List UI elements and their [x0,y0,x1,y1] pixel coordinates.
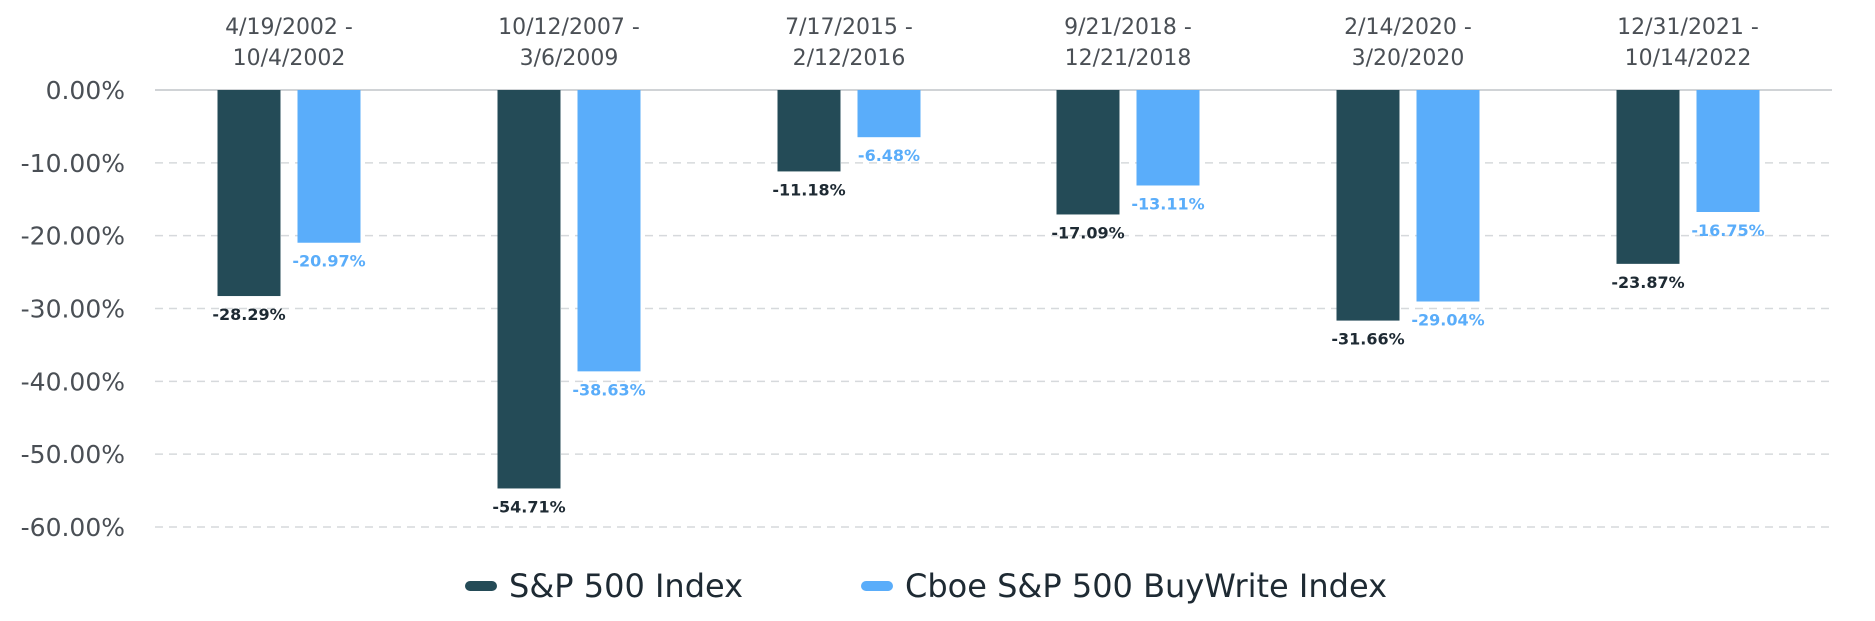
data-label: -23.87% [1611,273,1684,292]
y-tick-label: -30.00% [21,295,125,324]
y-tick-label: -20.00% [21,222,125,251]
data-label: -11.18% [772,180,845,199]
data-label: -54.71% [492,497,565,516]
legend-swatch [465,581,497,591]
category-label: 4/19/2002 - [225,15,353,40]
data-label: -16.75% [1691,221,1764,240]
bar [777,90,841,172]
legend-swatch [861,581,893,591]
bar [297,90,361,243]
bar [1056,90,1120,215]
legend-label: S&P 500 Index [509,567,743,605]
y-tick-label: -60.00% [21,513,125,542]
category-label: 7/17/2015 - [785,15,913,40]
legend-label: Cboe S&P 500 BuyWrite Index [905,567,1387,605]
category-label: 3/20/2020 [1352,46,1465,71]
data-label: -31.66% [1331,330,1404,349]
y-tick-label: -10.00% [21,149,125,178]
data-label: -29.04% [1411,311,1484,330]
category-label: 12/31/2021 - [1617,15,1759,40]
category-label: 2/14/2020 - [1344,15,1472,40]
y-tick-label: -50.00% [21,440,125,469]
data-label: -38.63% [572,380,645,399]
y-tick-label: -40.00% [21,367,125,396]
bar [1336,90,1400,321]
data-label: -6.48% [858,146,920,165]
bar [577,90,641,372]
y-tick-label: 0.00% [46,76,125,105]
category-label: 3/6/2009 [520,46,619,71]
bar [1416,90,1480,302]
data-label: -20.97% [292,252,365,271]
category-label: 2/12/2016 [793,46,906,71]
bar [1696,90,1760,212]
category-label: 12/21/2018 [1065,46,1192,71]
category-label: 10/14/2022 [1625,46,1752,71]
bar [1136,90,1200,186]
category-label: 9/21/2018 - [1064,15,1192,40]
bar [857,90,921,138]
bar [217,90,281,297]
data-label: -28.29% [212,305,285,324]
category-label: 10/4/2002 [233,46,346,71]
bar [1616,90,1680,264]
data-label: -13.11% [1131,194,1204,213]
data-label: -17.09% [1051,223,1124,242]
category-label: 10/12/2007 - [498,15,640,40]
bar [497,90,561,489]
